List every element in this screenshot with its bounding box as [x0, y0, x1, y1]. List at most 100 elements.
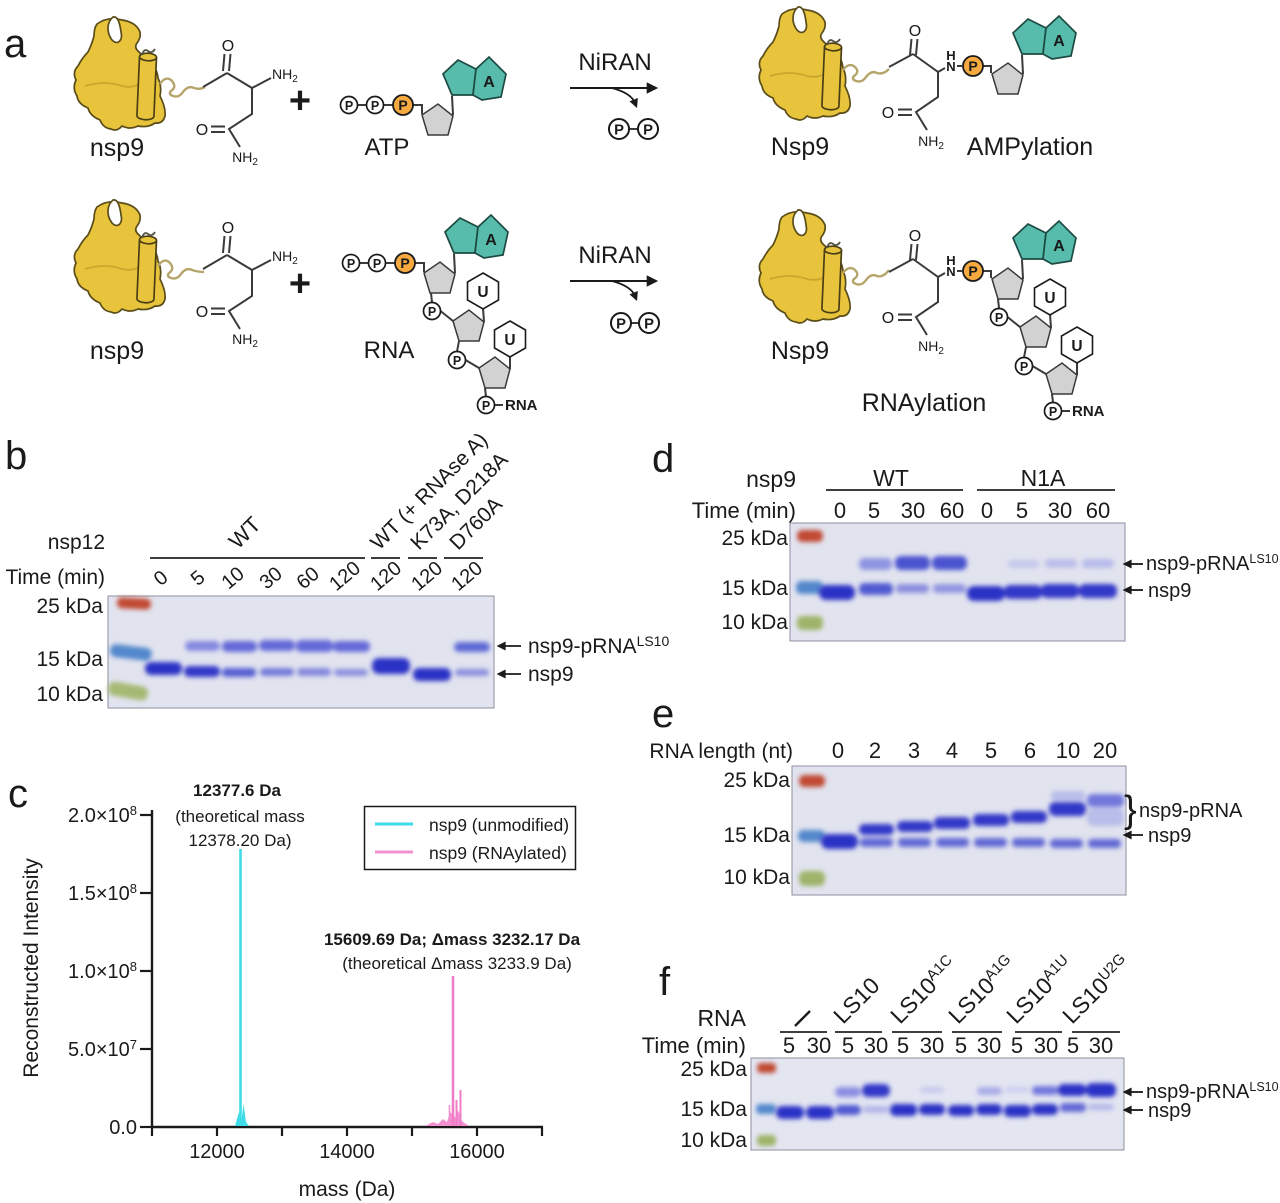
svg-text:Time (min): Time (min): [5, 566, 105, 589]
svg-text:RNA length (nt): RNA length (nt): [649, 740, 793, 763]
svg-text:5: 5: [842, 1033, 854, 1058]
svg-text:nsp9: nsp9: [746, 466, 796, 492]
svg-text:nsp9: nsp9: [1148, 1100, 1191, 1122]
svg-text:5: 5: [868, 498, 880, 523]
svg-text:nsp9-pRNALS10: nsp9-pRNALS10: [1146, 1080, 1279, 1103]
svg-text:NiRAN: NiRAN: [578, 49, 651, 76]
svg-text:c: c: [8, 772, 28, 816]
svg-text:N1A: N1A: [1021, 465, 1066, 491]
svg-text:10: 10: [1056, 738, 1080, 763]
svg-text:5: 5: [187, 566, 210, 590]
svg-text:30: 30: [1048, 498, 1072, 523]
svg-text:5: 5: [1016, 498, 1028, 523]
svg-text:6: 6: [1024, 738, 1036, 763]
svg-text:120: 120: [407, 557, 447, 595]
svg-text:a: a: [4, 22, 27, 66]
svg-text:(theoretical Δmass 3233.9 Da): (theoretical Δmass 3233.9 Da): [342, 954, 572, 973]
svg-text:+: +: [289, 263, 311, 305]
svg-text:5: 5: [783, 1033, 795, 1058]
svg-text:0: 0: [981, 498, 993, 523]
svg-text:25 kDa: 25 kDa: [36, 595, 103, 618]
svg-text:0.0: 0.0: [109, 1117, 137, 1139]
svg-text:3: 3: [908, 738, 920, 763]
svg-text:12378.20 Da): 12378.20 Da): [188, 831, 291, 850]
svg-text:Nsp9: Nsp9: [771, 337, 829, 365]
svg-text:15 kDa: 15 kDa: [36, 648, 103, 671]
svg-text:nsp9: nsp9: [1148, 825, 1191, 847]
svg-text:1.5×108: 1.5×108: [68, 881, 137, 905]
svg-text:5: 5: [955, 1033, 967, 1058]
svg-text:WT: WT: [873, 465, 909, 491]
svg-text:120: 120: [366, 557, 406, 595]
svg-text:Nsp9: Nsp9: [771, 133, 829, 161]
svg-text:10: 10: [218, 563, 249, 594]
svg-text:1.0×108: 1.0×108: [68, 959, 137, 983]
svg-text:20: 20: [1093, 738, 1117, 763]
svg-text:WT: WT: [224, 512, 266, 554]
svg-text:d: d: [652, 437, 674, 481]
svg-text:30: 30: [901, 498, 925, 523]
svg-text:mass (Da): mass (Da): [299, 1178, 396, 1201]
svg-text:f: f: [659, 960, 671, 1004]
svg-text:10 kDa: 10 kDa: [723, 866, 790, 889]
svg-text:5.0×107: 5.0×107: [68, 1037, 137, 1061]
svg-text:15609.69 Da; Δmass 3232.17 Da: 15609.69 Da; Δmass 3232.17 Da: [324, 930, 581, 949]
svg-text:0: 0: [832, 738, 844, 763]
svg-text:14000: 14000: [319, 1141, 375, 1163]
svg-text:+: +: [289, 80, 311, 122]
svg-text:nsp9: nsp9: [528, 663, 574, 686]
svg-text:b: b: [5, 434, 27, 478]
svg-text:NiRAN: NiRAN: [578, 242, 651, 269]
svg-text:RNA: RNA: [364, 337, 415, 364]
svg-text:15 kDa: 15 kDa: [721, 577, 788, 600]
svg-text:5: 5: [985, 738, 997, 763]
svg-text:RNA: RNA: [697, 1005, 746, 1031]
svg-text:LS10: LS10: [828, 972, 884, 1028]
svg-text:2: 2: [869, 738, 881, 763]
svg-text:nsp9: nsp9: [1148, 580, 1191, 602]
svg-text:25 kDa: 25 kDa: [721, 527, 788, 550]
svg-text:30: 30: [807, 1033, 831, 1058]
svg-text:4: 4: [946, 738, 958, 763]
svg-text:12000: 12000: [189, 1141, 245, 1163]
svg-text:Time (min): Time (min): [692, 498, 796, 523]
svg-text:120: 120: [447, 557, 487, 595]
svg-text:nsp9: nsp9: [90, 337, 144, 365]
svg-text:nsp9: nsp9: [90, 134, 144, 162]
svg-text:5: 5: [1067, 1033, 1079, 1058]
svg-text:5: 5: [1011, 1033, 1023, 1058]
svg-text:RNAylation: RNAylation: [862, 389, 987, 417]
svg-text:nsp9 (unmodified): nsp9 (unmodified): [429, 815, 569, 835]
svg-text:25 kDa: 25 kDa: [723, 769, 790, 792]
svg-text:10 kDa: 10 kDa: [680, 1129, 747, 1152]
svg-text:120: 120: [325, 557, 365, 595]
svg-text:0: 0: [834, 498, 846, 523]
svg-text:nsp12: nsp12: [48, 531, 105, 554]
svg-text:60: 60: [1086, 498, 1110, 523]
svg-text:nsp9-pRNA: nsp9-pRNA: [1139, 800, 1243, 822]
svg-text:15 kDa: 15 kDa: [723, 824, 790, 847]
svg-text:16000: 16000: [449, 1141, 505, 1163]
svg-text:30: 30: [1089, 1033, 1113, 1058]
svg-text:Time (min): Time (min): [642, 1033, 746, 1058]
svg-text:30: 30: [977, 1033, 1001, 1058]
svg-text:30: 30: [1034, 1033, 1058, 1058]
svg-text:10 kDa: 10 kDa: [36, 683, 103, 706]
svg-text:(theoretical mass: (theoretical mass: [175, 807, 304, 826]
svg-text:2.0×108: 2.0×108: [68, 803, 137, 827]
svg-text:AMPylation: AMPylation: [967, 133, 1093, 161]
svg-text:15 kDa: 15 kDa: [680, 1098, 747, 1121]
svg-text:Reconstructed Intensity: Reconstructed Intensity: [20, 858, 43, 1078]
svg-text:60: 60: [293, 563, 324, 594]
svg-text:10 kDa: 10 kDa: [721, 611, 788, 634]
svg-text:30: 30: [864, 1033, 888, 1058]
svg-text:30: 30: [920, 1033, 944, 1058]
svg-text:0: 0: [150, 566, 173, 590]
svg-text:nsp9 (RNAylated): nsp9 (RNAylated): [429, 843, 567, 863]
svg-text:5: 5: [897, 1033, 909, 1058]
svg-text:60: 60: [940, 498, 964, 523]
svg-text:12377.6 Da: 12377.6 Da: [193, 781, 281, 800]
svg-text:nsp9-pRNALS10: nsp9-pRNALS10: [1146, 552, 1279, 575]
svg-text:25 kDa: 25 kDa: [680, 1058, 747, 1081]
svg-text:ATP: ATP: [365, 134, 410, 161]
